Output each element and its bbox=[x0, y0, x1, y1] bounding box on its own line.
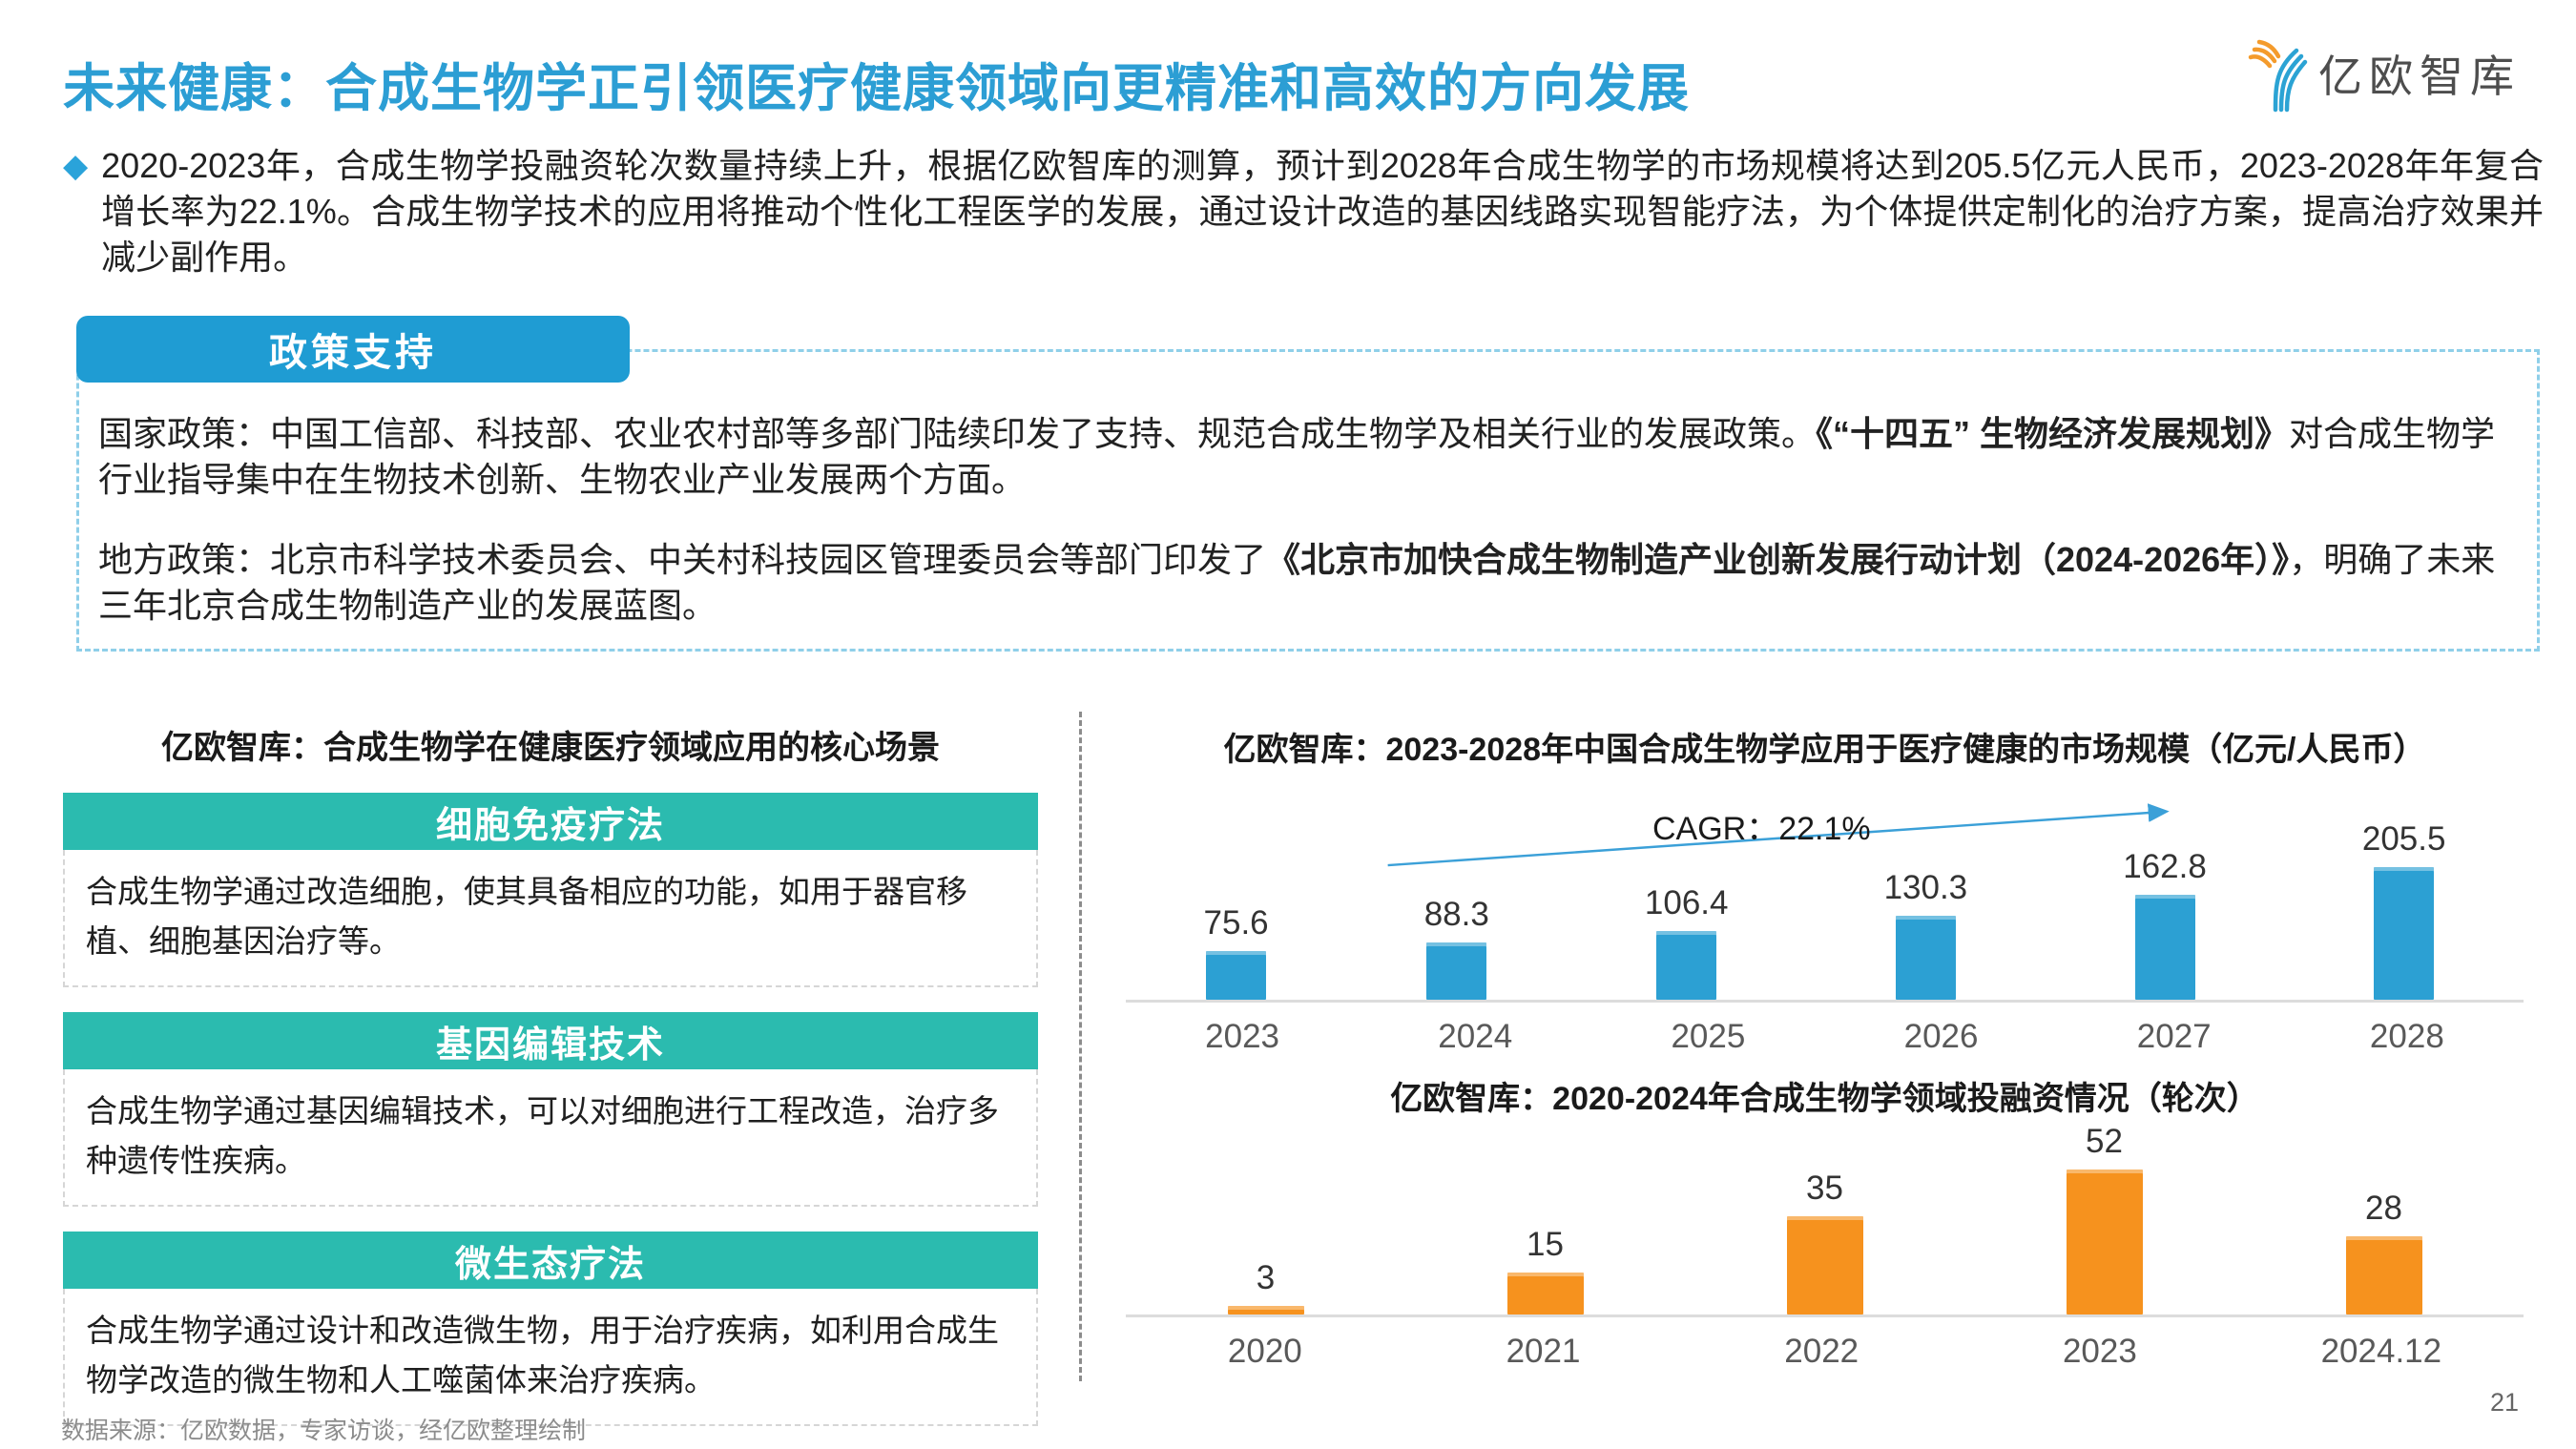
page-number: 21 bbox=[2489, 1388, 2519, 1417]
bar-value-label: 75.6 bbox=[1203, 904, 1269, 942]
financing-rounds-chart-x-axis: 2020 2021 2022 2023 2024.12 bbox=[1126, 1333, 2524, 1371]
summary-text: 2020-2023年，合成生物学投融资轮次数量持续上升，根据亿欧智库的测算，预计… bbox=[101, 146, 2544, 277]
local-policy-text: 地方政策：北京市科学技术委员会、中关村科技园区管理委员会等部门印发了《北京市加快… bbox=[98, 540, 2496, 625]
bar-column: 130.3 bbox=[1883, 869, 1968, 1000]
column-divider bbox=[1079, 712, 1082, 1381]
scenario-card-cell-immunotherapy: 细胞免疫疗法 合成生物学通过改造细胞，使其具备相应的功能，如用于器官移植、细胞基… bbox=[63, 793, 1038, 987]
bar bbox=[1895, 916, 1956, 1000]
bar-column: 75.6 bbox=[1204, 904, 1269, 1000]
bar bbox=[1506, 1273, 1584, 1314]
bar bbox=[2374, 867, 2435, 1000]
bar bbox=[2345, 1236, 2422, 1314]
x-axis-tick-label: 2023 bbox=[2062, 1333, 2137, 1370]
bar-value-label: 28 bbox=[2365, 1190, 2402, 1227]
bar bbox=[1227, 1306, 1304, 1314]
policy-support-box: 国家政策：中国工信部、科技部、农业农村部等多部门陆续印发了支持、规范合成生物学及… bbox=[76, 349, 2540, 652]
x-axis-tick-label: 2026 bbox=[1903, 1018, 1979, 1055]
bar bbox=[1426, 942, 1487, 1000]
logo-icon bbox=[2246, 34, 2309, 113]
scenario-card-gene-editing: 基因编辑技术 合成生物学通过基因编辑技术，可以对细胞进行工程改造，治疗多种遗传性… bbox=[63, 1012, 1038, 1207]
bar bbox=[1656, 931, 1717, 1000]
market-size-chart-x-axis: 2023 2024 2025 2026 2027 2028 bbox=[1126, 1018, 2524, 1056]
bar-column: 3 bbox=[1227, 1259, 1304, 1314]
financing-rounds-chart: 亿欧智库：2020-2024年合成生物学领域投融资情况（轮次） 3 15 35 52 2… bbox=[1126, 1072, 2524, 1371]
cagr-annotation: CAGR：22.1% bbox=[1652, 811, 1871, 847]
bar-column: 106.4 bbox=[1645, 884, 1729, 1000]
bar bbox=[2066, 1170, 2143, 1314]
x-axis-tick-label: 2021 bbox=[1506, 1333, 1581, 1370]
company-logo: 亿欧智库 bbox=[2246, 34, 2521, 113]
bar-column: 15 bbox=[1506, 1226, 1584, 1314]
market-size-chart: 亿欧智库：2023-2028年中国合成生物学应用于医疗健康的市场规模（亿元/人民… bbox=[1126, 723, 2524, 1056]
core-scenarios-section: 亿欧智库：合成生物学在健康医疗领域应用的核心场景 细胞免疫疗法 合成生物学通过改… bbox=[63, 721, 1038, 1426]
bar-value-label: 35 bbox=[1806, 1170, 1843, 1207]
x-axis-tick-label: 2020 bbox=[1227, 1333, 1302, 1370]
bar-value-label: 130.3 bbox=[1883, 869, 1968, 906]
diamond-bullet-icon: ◆ bbox=[63, 148, 89, 184]
scenario-card-header: 基因编辑技术 bbox=[63, 1012, 1038, 1069]
x-axis-tick-label: 2024 bbox=[1438, 1018, 1513, 1055]
national-policy-text: 国家政策：中国工信部、科技部、农业农村部等多部门陆续印发了支持、规范合成生物学及… bbox=[98, 414, 2496, 499]
x-axis-tick-label: 2027 bbox=[2136, 1018, 2212, 1055]
bar bbox=[2134, 895, 2195, 1000]
bar-value-label: 106.4 bbox=[1644, 884, 1729, 921]
financing-rounds-chart-plot: 3 15 35 52 28 bbox=[1126, 1123, 2524, 1317]
bar-value-label: 15 bbox=[1527, 1226, 1564, 1263]
logo-text: 亿欧智库 bbox=[2318, 52, 2521, 101]
bar bbox=[1786, 1216, 1863, 1314]
bar-value-label: 52 bbox=[2086, 1123, 2123, 1160]
bar-column: 205.5 bbox=[2361, 820, 2446, 1000]
market-size-chart-plot: CAGR：22.1% 75.6 88.3 106.4 130.3 162.8 205.5 bbox=[1126, 802, 2524, 1003]
bar-value-label: 205.5 bbox=[2361, 820, 2446, 858]
scenario-card-body: 合成生物学通过基因编辑技术，可以对细胞进行工程改造，治疗多种遗传性疾病。 bbox=[63, 1069, 1038, 1207]
scenario-card-body: 合成生物学通过改造细胞，使其具备相应的功能，如用于器官移植、细胞基因治疗等。 bbox=[63, 850, 1038, 987]
x-axis-tick-label: 2025 bbox=[1671, 1018, 1746, 1055]
x-axis-tick-label: 2023 bbox=[1205, 1018, 1280, 1055]
scenario-card-body: 合成生物学通过设计和改造微生物，用于治疗疾病，如利用合成生物学改造的微生物和人工… bbox=[63, 1289, 1038, 1426]
financing-rounds-chart-title: 亿欧智库：2020-2024年合成生物学领域投融资情况（轮次） bbox=[1390, 1081, 2259, 1117]
page-title: 未来健康：合成生物学正引领医疗健康领域向更精准和高效的方向发展 bbox=[63, 60, 1690, 117]
bar-value-label: 88.3 bbox=[1423, 896, 1489, 933]
data-source-note: 数据来源：亿欧数据，专家访谈，经亿欧整理绘制 bbox=[61, 1418, 587, 1444]
bar bbox=[1206, 951, 1267, 1000]
scenario-card-header: 微生态疗法 bbox=[63, 1232, 1038, 1289]
x-axis-tick-label: 2024.12 bbox=[2320, 1333, 2442, 1370]
policy-support-badge: 政策支持 bbox=[76, 316, 630, 383]
bar-value-label: 162.8 bbox=[2123, 848, 2207, 885]
scenario-card-microecology: 微生态疗法 合成生物学通过设计和改造微生物，用于治疗疾病，如利用合成生物学改造的… bbox=[63, 1232, 1038, 1426]
bar-column: 162.8 bbox=[2123, 848, 2207, 1000]
bar-column: 52 bbox=[2066, 1123, 2143, 1314]
market-size-chart-title: 亿欧智库：2023-2028年中国合成生物学应用于医疗健康的市场规模（亿元/人民… bbox=[1223, 732, 2426, 768]
summary-paragraph: ◆ 2020-2023年，合成生物学投融资轮次数量持续上升，根据亿欧智库的测算，… bbox=[63, 143, 2544, 280]
x-axis-tick-label: 2022 bbox=[1784, 1333, 1859, 1370]
bar-column: 28 bbox=[2345, 1190, 2422, 1314]
bar-value-label: 3 bbox=[1256, 1259, 1276, 1296]
x-axis-tick-label: 2028 bbox=[2369, 1018, 2444, 1055]
scenarios-section-title: 亿欧智库：合成生物学在健康医疗领域应用的核心场景 bbox=[161, 730, 940, 766]
bar-column: 35 bbox=[1786, 1170, 1863, 1314]
scenario-card-header: 细胞免疫疗法 bbox=[63, 793, 1038, 850]
bar-column: 88.3 bbox=[1424, 896, 1489, 1000]
